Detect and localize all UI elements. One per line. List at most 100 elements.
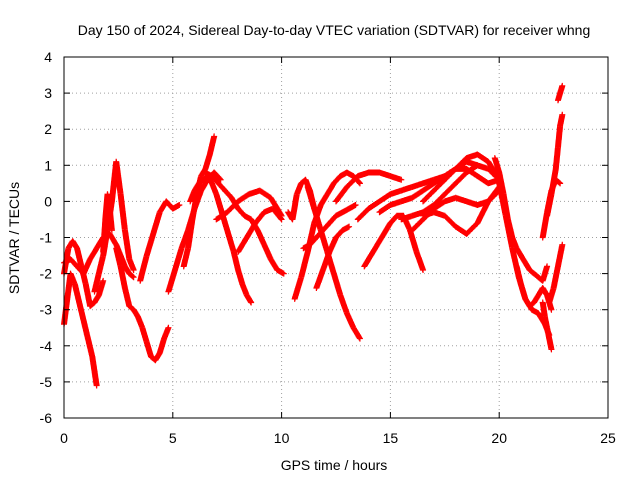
data-point xyxy=(106,205,115,233)
data-point xyxy=(261,241,274,262)
data-point xyxy=(326,235,339,255)
data-point xyxy=(474,199,491,227)
data-point xyxy=(280,270,287,277)
data-point xyxy=(87,300,97,310)
y-tick-label: -2 xyxy=(40,266,53,282)
data-point xyxy=(82,281,93,308)
data-point xyxy=(224,199,241,216)
data-point xyxy=(156,336,167,356)
data-point xyxy=(430,192,447,208)
data-point xyxy=(552,145,561,172)
data-point xyxy=(135,313,145,330)
series-arc12 xyxy=(213,187,285,223)
data-point xyxy=(222,187,234,200)
y-tick-label: 0 xyxy=(44,193,52,209)
data-point xyxy=(172,246,185,273)
data-point xyxy=(526,267,537,276)
data-point xyxy=(246,187,262,198)
y-tick-label: 2 xyxy=(44,121,52,137)
data-point xyxy=(531,270,541,280)
data-point xyxy=(256,187,273,201)
data-point xyxy=(222,220,232,240)
data-point xyxy=(526,300,537,310)
data-point xyxy=(330,270,343,298)
x-tick-labels: 0 5 10 15 20 25 xyxy=(60,430,616,446)
data-point xyxy=(409,217,426,234)
series-arc23 xyxy=(398,162,503,223)
series-arc32 xyxy=(546,241,566,306)
chart-title: Day 150 of 2024, Sidereal Day-to-day VTE… xyxy=(78,22,591,38)
data-point xyxy=(126,270,136,280)
data-point xyxy=(539,264,550,284)
x-tick-label: 25 xyxy=(600,430,616,446)
data-point xyxy=(165,324,172,331)
data-point xyxy=(398,213,415,223)
data-point xyxy=(420,188,437,205)
data-point xyxy=(555,123,563,151)
data-point xyxy=(84,335,95,359)
series-arc5 xyxy=(100,191,115,255)
data-point xyxy=(189,192,200,223)
data-point xyxy=(346,223,353,230)
data-point xyxy=(420,177,436,187)
data-point xyxy=(139,324,150,345)
data-point xyxy=(420,181,436,194)
data-point xyxy=(550,264,561,291)
data-point xyxy=(496,180,509,218)
data-point xyxy=(185,217,196,252)
data-point xyxy=(108,227,115,234)
data-point xyxy=(361,253,374,270)
data-point xyxy=(100,217,109,255)
data-point xyxy=(319,250,333,273)
y-axis-label: SDTVAR / TECUs xyxy=(6,182,22,294)
series-arc19 xyxy=(333,169,405,205)
data-point xyxy=(235,191,251,205)
x-tick-label: 10 xyxy=(274,430,290,446)
data-point xyxy=(420,202,436,216)
y-tick-label: -1 xyxy=(40,230,53,246)
series-arc18 xyxy=(313,223,353,291)
data-point xyxy=(548,346,555,353)
data-point xyxy=(398,195,415,205)
data-point xyxy=(413,248,426,272)
data-point xyxy=(376,169,393,179)
x-tick-label: 0 xyxy=(60,430,68,446)
data-point xyxy=(354,206,371,223)
data-point xyxy=(130,266,137,273)
data-point xyxy=(409,209,425,219)
data-point xyxy=(178,228,191,252)
data-point xyxy=(548,306,555,313)
data-point xyxy=(430,173,447,187)
data-point xyxy=(463,220,480,237)
data-point xyxy=(463,198,480,208)
data-point xyxy=(502,212,515,251)
series-arc1 xyxy=(61,270,100,389)
data-point xyxy=(198,177,210,194)
data-point xyxy=(559,241,566,248)
data-point xyxy=(452,194,469,204)
data-point xyxy=(376,202,393,216)
data-point xyxy=(87,246,99,263)
y-tick-label: -4 xyxy=(40,338,53,354)
data-point xyxy=(304,184,317,211)
data-point xyxy=(248,299,255,306)
data-point xyxy=(126,303,136,312)
data-point xyxy=(559,82,566,89)
data-point xyxy=(474,151,491,164)
data-point xyxy=(226,234,237,254)
data-point xyxy=(243,221,258,241)
data-point xyxy=(374,231,387,248)
data-point xyxy=(356,180,363,187)
data-point xyxy=(252,210,267,227)
data-point xyxy=(217,176,224,183)
data-point xyxy=(117,191,128,233)
data-point xyxy=(195,177,206,187)
data-point xyxy=(137,253,150,284)
x-tick-label: 15 xyxy=(383,430,399,446)
data-point xyxy=(430,209,447,219)
data-point xyxy=(209,173,221,186)
data-point xyxy=(161,325,171,342)
y-tick-label: -3 xyxy=(40,302,53,318)
data-point xyxy=(441,166,458,183)
